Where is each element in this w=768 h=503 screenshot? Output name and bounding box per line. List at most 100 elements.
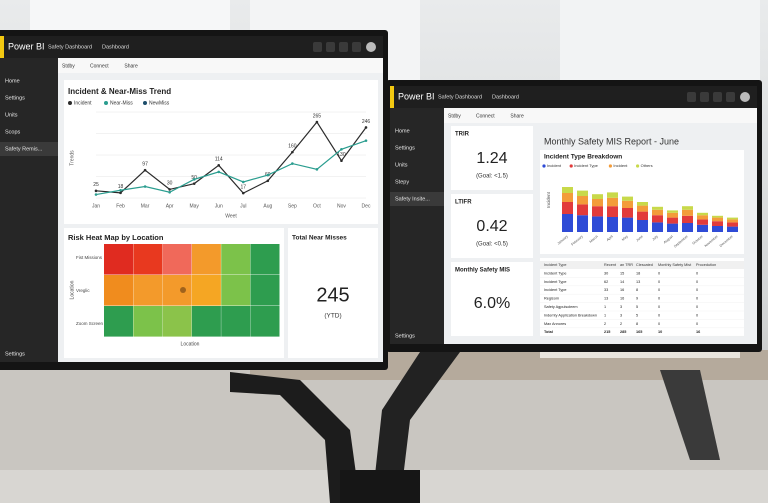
nav-item[interactable]: Safety Insite... (395, 196, 430, 202)
nav-footer[interactable]: Settings (5, 351, 25, 357)
table-cell: 8 (636, 322, 638, 326)
data-label: 130 (337, 152, 346, 158)
monitor-stand (340, 470, 420, 503)
x-tick-label: Oct (313, 203, 321, 209)
x-tick-label: Mar (141, 203, 150, 209)
table-cell: 0 (696, 288, 698, 292)
data-label: 246 (362, 119, 371, 125)
trend-point (241, 180, 245, 184)
toolbar (444, 108, 757, 123)
top-icon[interactable] (339, 42, 348, 52)
toolbar-button[interactable]: Stdby (448, 113, 461, 119)
heat-cell (133, 306, 163, 337)
legend-swatch (542, 164, 546, 168)
toolbar-button[interactable]: Share (510, 113, 524, 119)
x-tick-label: October (692, 234, 705, 246)
heat-cell (104, 244, 133, 275)
legend-swatch (143, 101, 147, 105)
table-cell: 0 (658, 280, 660, 284)
trend-point (168, 188, 171, 191)
top-icon[interactable] (726, 92, 735, 102)
table-cell: 16 (620, 288, 624, 292)
table-cell: Total (544, 330, 553, 334)
x-tick-label: Sep (288, 203, 297, 209)
nav-item[interactable]: Home (5, 78, 20, 84)
avatar[interactable] (366, 42, 376, 52)
heat-cell (191, 244, 221, 275)
breadcrumb: Safety Dashboard (438, 94, 482, 100)
trend-point (192, 182, 196, 185)
kpi-title: Monthly Safety MIS (455, 268, 510, 274)
kpi-value: 6.0% (474, 295, 510, 312)
heat-cell (250, 275, 280, 306)
trend-point (340, 147, 343, 151)
toolbar-button[interactable]: Share (124, 63, 138, 69)
nav-item[interactable]: Home (395, 128, 410, 134)
trend-point (241, 191, 245, 195)
table-cell: 2 (620, 322, 622, 326)
table-cell: 0 (696, 271, 698, 275)
top-icon[interactable] (352, 42, 361, 52)
trend-point (143, 185, 147, 188)
table-cell: 33 (604, 288, 608, 292)
bar-segment (562, 214, 573, 232)
bar-segment (697, 224, 708, 232)
nav-footer[interactable]: Settings (395, 333, 415, 339)
bar-segment (652, 222, 663, 232)
bar-segment (667, 217, 678, 224)
nav-item[interactable]: Settings (5, 95, 25, 101)
table-cell: 3 (620, 305, 622, 309)
toolbar-button[interactable]: Stdby (62, 63, 75, 69)
heat-cell (191, 306, 221, 337)
heat-cell (162, 275, 192, 306)
nav-item[interactable]: Scops (5, 129, 21, 135)
data-label: 17 (240, 184, 246, 190)
bar-segment (592, 206, 603, 217)
toolbar-button[interactable]: Connect (90, 63, 109, 69)
top-icon[interactable] (687, 92, 696, 102)
table-cell: Safety Agpulsoleem (544, 305, 578, 309)
bar-segment (562, 187, 573, 193)
avatar[interactable] (740, 92, 750, 102)
legend-swatch (68, 101, 72, 105)
toolbar-button[interactable]: Connect (476, 113, 495, 119)
breadcrumb: Dashboard (102, 44, 129, 50)
top-icon[interactable] (326, 42, 335, 52)
row-label: Zoom Screen (76, 321, 104, 326)
table-cell: 10 (658, 330, 662, 334)
bar-segment (652, 215, 663, 223)
table-cell: 15 (620, 271, 624, 275)
top-icon[interactable] (700, 92, 709, 102)
nav-item[interactable]: Units (5, 112, 18, 118)
top-icon[interactable] (713, 92, 722, 102)
trend-point (364, 126, 368, 129)
x-tick-label: Apr (166, 203, 174, 209)
trend-point (340, 159, 343, 163)
data-label: 25 (93, 182, 99, 188)
bar-segment (637, 211, 648, 220)
table-cell: Indemty Application Breakdown (544, 313, 597, 317)
bar-segment (592, 194, 603, 199)
table-cell: 165 (636, 330, 642, 334)
bar-segment (622, 208, 633, 218)
table-cell: 18 (636, 271, 640, 275)
bar-segment (667, 212, 678, 218)
top-icon[interactable] (313, 42, 322, 52)
bar-segment (727, 226, 738, 232)
nav-item[interactable]: Units (395, 162, 408, 168)
data-label: 265 (313, 113, 322, 119)
x-tick-label: Jan (92, 203, 100, 209)
kpi-card (451, 126, 533, 190)
toolbar (58, 58, 383, 73)
bar-segment (667, 210, 678, 213)
nav-item[interactable]: Settings (395, 145, 415, 151)
table-cell: Incident Type (544, 271, 567, 275)
heat-cell (191, 275, 221, 306)
nav-item[interactable]: Stepy (395, 179, 409, 185)
bar-segment (682, 223, 693, 232)
table-cell: 5 (636, 305, 638, 309)
x-tick-label: July (651, 234, 659, 241)
axis-label: Location (69, 280, 75, 299)
nav-item[interactable]: Safety Remis... (5, 146, 43, 152)
table-cell: 0 (658, 313, 660, 317)
